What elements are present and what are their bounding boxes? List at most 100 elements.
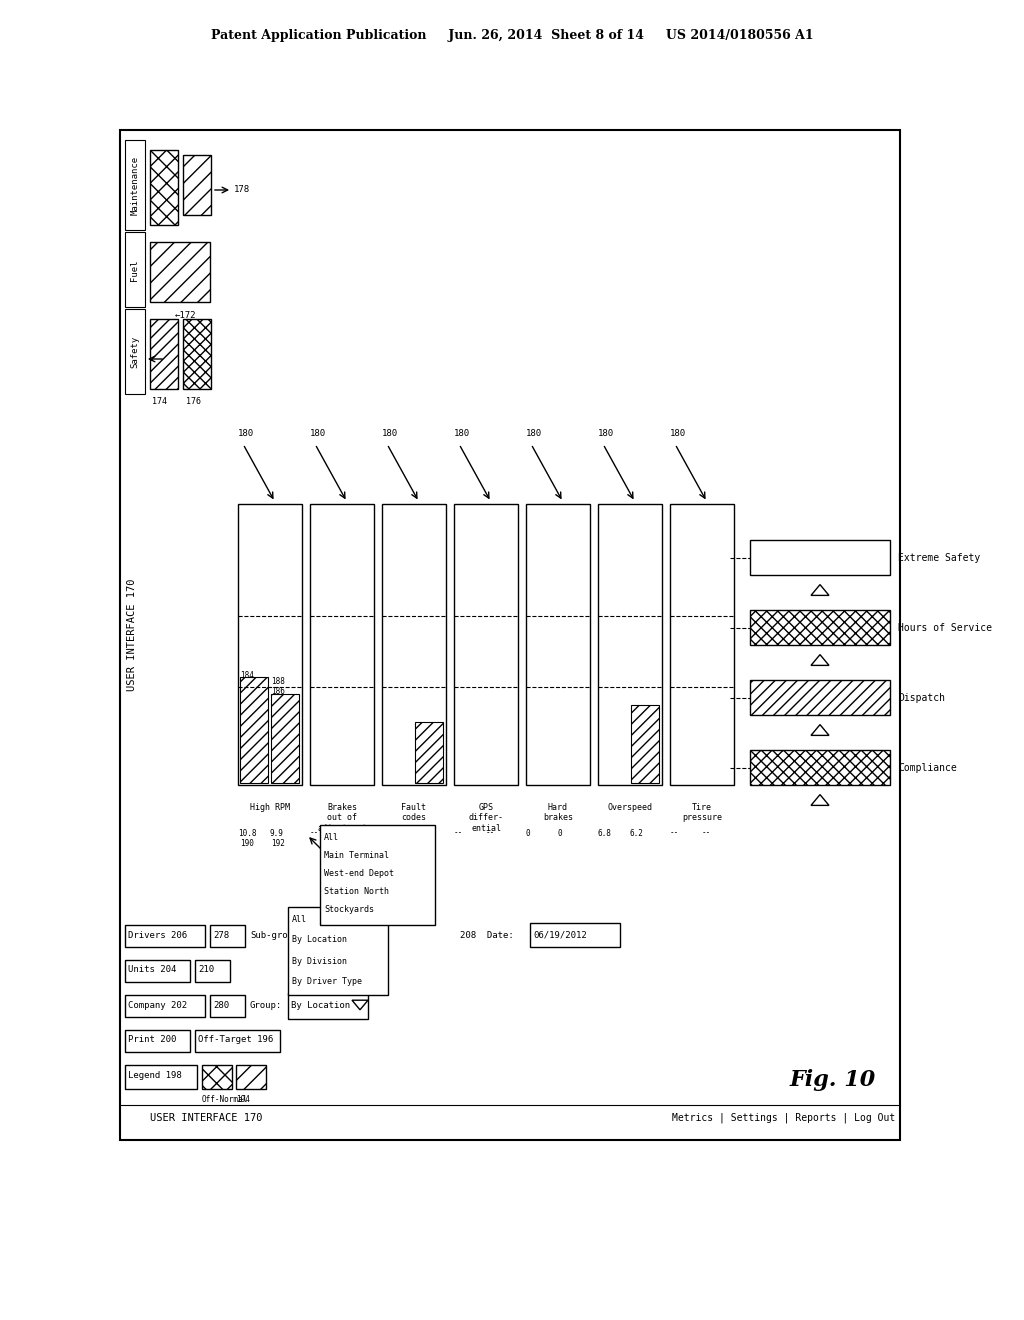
- Text: --: --: [310, 829, 319, 837]
- Text: GPS
differ-
ential: GPS differ- ential: [469, 803, 504, 833]
- Text: 208  Date:: 208 Date:: [460, 931, 514, 940]
- Text: 194: 194: [236, 1096, 250, 1104]
- Bar: [382, 504, 446, 785]
- Text: 10.8: 10.8: [238, 829, 256, 837]
- Text: Drivers 206: Drivers 206: [128, 931, 187, 940]
- Text: Legend 198: Legend 198: [128, 1071, 181, 1080]
- Bar: [670, 504, 734, 785]
- Text: 278: 278: [213, 931, 229, 940]
- Bar: [750, 610, 890, 645]
- Text: Main Terminal: Main Terminal: [324, 850, 389, 859]
- Bar: [210, 995, 245, 1016]
- Text: All: All: [292, 915, 307, 924]
- Text: 188: 188: [271, 677, 285, 686]
- Text: Extreme Safety: Extreme Safety: [898, 553, 980, 564]
- Text: Fault
codes: Fault codes: [401, 803, 427, 822]
- Text: --: --: [486, 829, 496, 837]
- Text: Metrics | Settings | Reports | Log Out: Metrics | Settings | Reports | Log Out: [672, 1113, 895, 1123]
- Text: Print 200: Print 200: [128, 1035, 176, 1044]
- Text: 180: 180: [310, 429, 326, 438]
- Text: --: --: [702, 829, 712, 837]
- Bar: [125, 232, 145, 308]
- Bar: [183, 319, 211, 389]
- Text: Safety: Safety: [130, 335, 139, 368]
- Text: Company 202: Company 202: [128, 1001, 187, 1010]
- Text: 180: 180: [598, 429, 614, 438]
- Text: Dispatch: Dispatch: [898, 693, 945, 704]
- Text: 180: 180: [454, 429, 470, 438]
- Polygon shape: [352, 1001, 368, 1010]
- Bar: [288, 907, 388, 995]
- Bar: [125, 309, 145, 393]
- Text: 0.1: 0.1: [414, 829, 428, 837]
- Bar: [750, 680, 890, 715]
- Bar: [236, 1065, 266, 1089]
- Text: 180: 180: [670, 429, 686, 438]
- Text: --: --: [342, 829, 351, 837]
- Text: By Division: By Division: [292, 957, 347, 965]
- Text: Fleet: Fleet: [323, 931, 350, 940]
- Bar: [598, 504, 662, 785]
- Bar: [150, 242, 210, 302]
- Text: Maintenance: Maintenance: [130, 156, 139, 215]
- Text: 6.2: 6.2: [630, 829, 644, 837]
- Text: Station North: Station North: [324, 887, 389, 895]
- Text: Compliance: Compliance: [898, 763, 956, 774]
- Text: By Driver Type: By Driver Type: [292, 978, 362, 986]
- Text: Hard
brakes: Hard brakes: [543, 803, 573, 822]
- Text: By Location: By Location: [291, 1001, 350, 1010]
- Text: 184: 184: [240, 671, 254, 680]
- Bar: [319, 825, 435, 925]
- Text: Tire
pressure: Tire pressure: [682, 803, 722, 822]
- Bar: [288, 993, 368, 1019]
- Bar: [195, 1030, 280, 1052]
- Text: 6.8: 6.8: [598, 829, 612, 837]
- Text: 280: 280: [213, 1001, 229, 1010]
- Bar: [150, 319, 178, 389]
- Text: Overspeed: Overspeed: [607, 803, 652, 812]
- Text: Fig. 10: Fig. 10: [790, 1069, 877, 1092]
- Text: Off-Target 196: Off-Target 196: [198, 1035, 273, 1044]
- Text: Fuel: Fuel: [130, 259, 139, 281]
- Bar: [271, 694, 299, 783]
- Bar: [631, 705, 659, 783]
- Polygon shape: [811, 655, 829, 665]
- Text: --: --: [454, 829, 463, 837]
- Text: West-end Depot: West-end Depot: [324, 869, 394, 878]
- Text: USER INTERFACE 170: USER INTERFACE 170: [127, 578, 137, 692]
- Text: 180: 180: [526, 429, 542, 438]
- Bar: [530, 923, 620, 946]
- Bar: [750, 750, 890, 785]
- Bar: [210, 925, 245, 946]
- Bar: [750, 540, 890, 576]
- Bar: [195, 960, 230, 982]
- Bar: [240, 677, 268, 783]
- Text: Brakes
out of
adjustment: Brakes out of adjustment: [317, 803, 367, 833]
- Text: 176: 176: [186, 397, 201, 407]
- Bar: [125, 140, 145, 230]
- Text: High RPM: High RPM: [250, 803, 290, 812]
- Bar: [120, 129, 900, 1140]
- Text: Units 204: Units 204: [128, 965, 176, 974]
- Text: Sub-group:: Sub-group:: [250, 931, 304, 940]
- Polygon shape: [811, 585, 829, 595]
- Bar: [125, 925, 205, 946]
- Text: 190: 190: [240, 838, 254, 847]
- Bar: [183, 154, 211, 215]
- Text: 180: 180: [238, 429, 254, 438]
- Text: 06/19/2012: 06/19/2012: [534, 931, 587, 940]
- Text: --: --: [670, 829, 679, 837]
- Text: Off-Normal: Off-Normal: [202, 1096, 248, 1104]
- Polygon shape: [364, 931, 380, 940]
- Text: 0: 0: [382, 829, 387, 837]
- Bar: [125, 960, 190, 982]
- Bar: [526, 504, 590, 785]
- Text: 178: 178: [234, 186, 250, 194]
- Text: 180: 180: [382, 429, 398, 438]
- Text: Stockyards: Stockyards: [324, 904, 374, 913]
- Text: Hours of Service: Hours of Service: [898, 623, 992, 634]
- Bar: [310, 504, 374, 785]
- Text: 9.9: 9.9: [270, 829, 284, 837]
- Bar: [125, 995, 205, 1016]
- Text: 186: 186: [271, 688, 285, 697]
